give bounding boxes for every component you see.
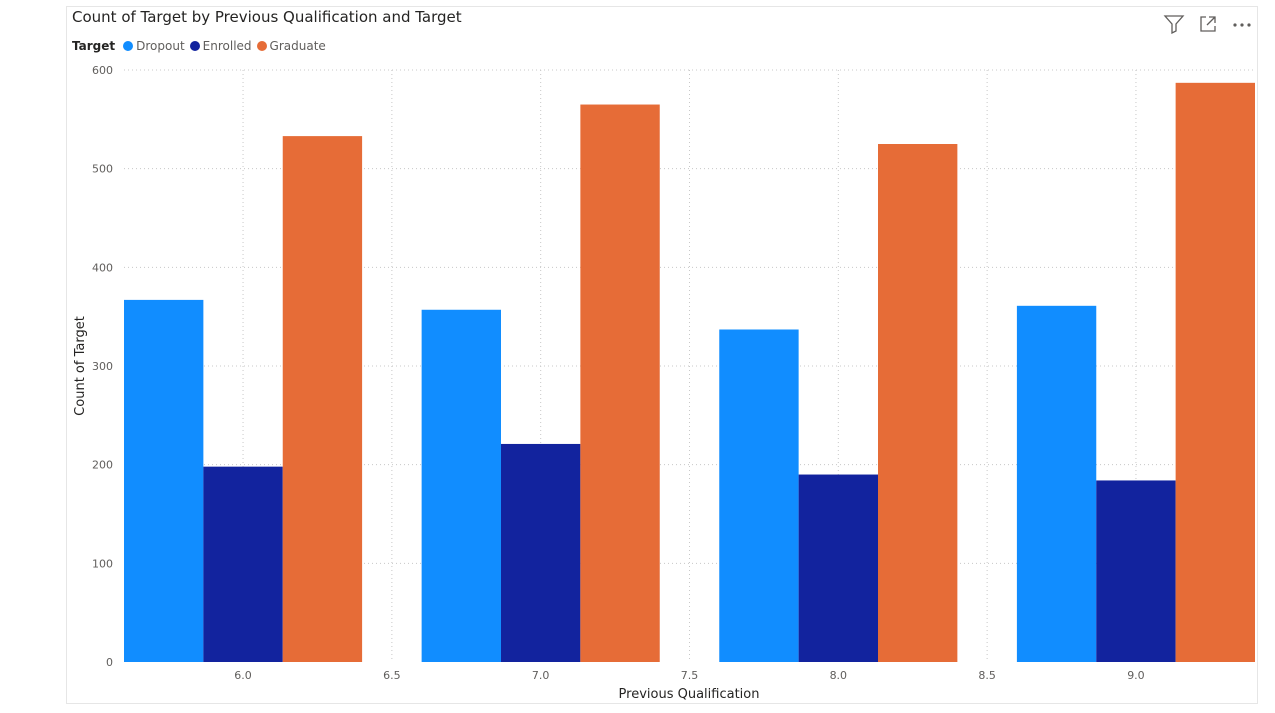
bar-graduate-8[interactable] [878,144,958,662]
y-tick-label: 600 [92,64,113,77]
chart-title: Count of Target by Previous Qualificatio… [72,8,462,26]
x-axis-title: Previous Qualification [619,687,760,702]
legend-label-dropout: Dropout [136,39,185,53]
x-tick-label: 8.5 [978,669,996,682]
x-tick-label: 8.0 [830,669,848,682]
legend: Target Dropout Enrolled Graduate [72,39,331,53]
x-axis-ticks: 6.0 6.5 7.0 7.5 8.0 8.5 9.0 [234,669,1144,682]
y-tick-label: 400 [92,261,113,274]
bar-graduate-7[interactable] [580,104,660,663]
y-tick-label: 100 [92,557,113,570]
bar-dropout-6[interactable] [124,299,204,662]
visual-header-icons [1162,12,1254,36]
bar-dropout-9[interactable] [1016,305,1097,662]
x-tick-label: 6.5 [383,669,401,682]
bar-dropout-7[interactable] [421,309,501,662]
y-axis-ticks: 0 100 200 300 400 500 600 [92,64,113,669]
legend-title: Target [72,39,116,53]
bar-enrolled-7[interactable] [501,443,581,662]
y-tick-label: 300 [92,360,113,373]
legend-dot-enrolled [189,41,200,51]
legend-item-graduate[interactable]: Graduate [256,39,326,53]
legend-item-dropout[interactable]: Dropout [123,39,185,53]
filter-icon[interactable] [1162,12,1186,36]
legend-dot-dropout [123,41,134,51]
x-tick-label: 7.5 [681,669,699,682]
bars [124,82,1255,663]
legend-dot-graduate [256,41,267,51]
legend-label-graduate: Graduate [269,39,326,53]
y-tick-label: 200 [92,459,113,472]
bar-enrolled-8[interactable] [798,474,878,662]
legend-label-enrolled: Enrolled [202,39,252,53]
bar-graduate-9[interactable] [1175,82,1255,663]
x-tick-label: 6.0 [234,669,252,682]
bar-enrolled-6[interactable] [203,466,283,662]
legend-item-enrolled[interactable]: Enrolled [189,39,252,53]
y-axis-title: Count of Target [73,316,88,416]
x-tick-label: 7.0 [532,669,550,682]
y-tick-label: 500 [92,163,113,176]
focus-mode-icon[interactable] [1196,12,1220,36]
bar-enrolled-9[interactable] [1096,480,1176,662]
x-tick-label: 9.0 [1127,669,1145,682]
y-tick-label: 0 [106,656,113,669]
bar-dropout-8[interactable] [719,329,799,662]
more-options-icon[interactable] [1230,12,1254,36]
bar-graduate-6[interactable] [282,136,363,662]
